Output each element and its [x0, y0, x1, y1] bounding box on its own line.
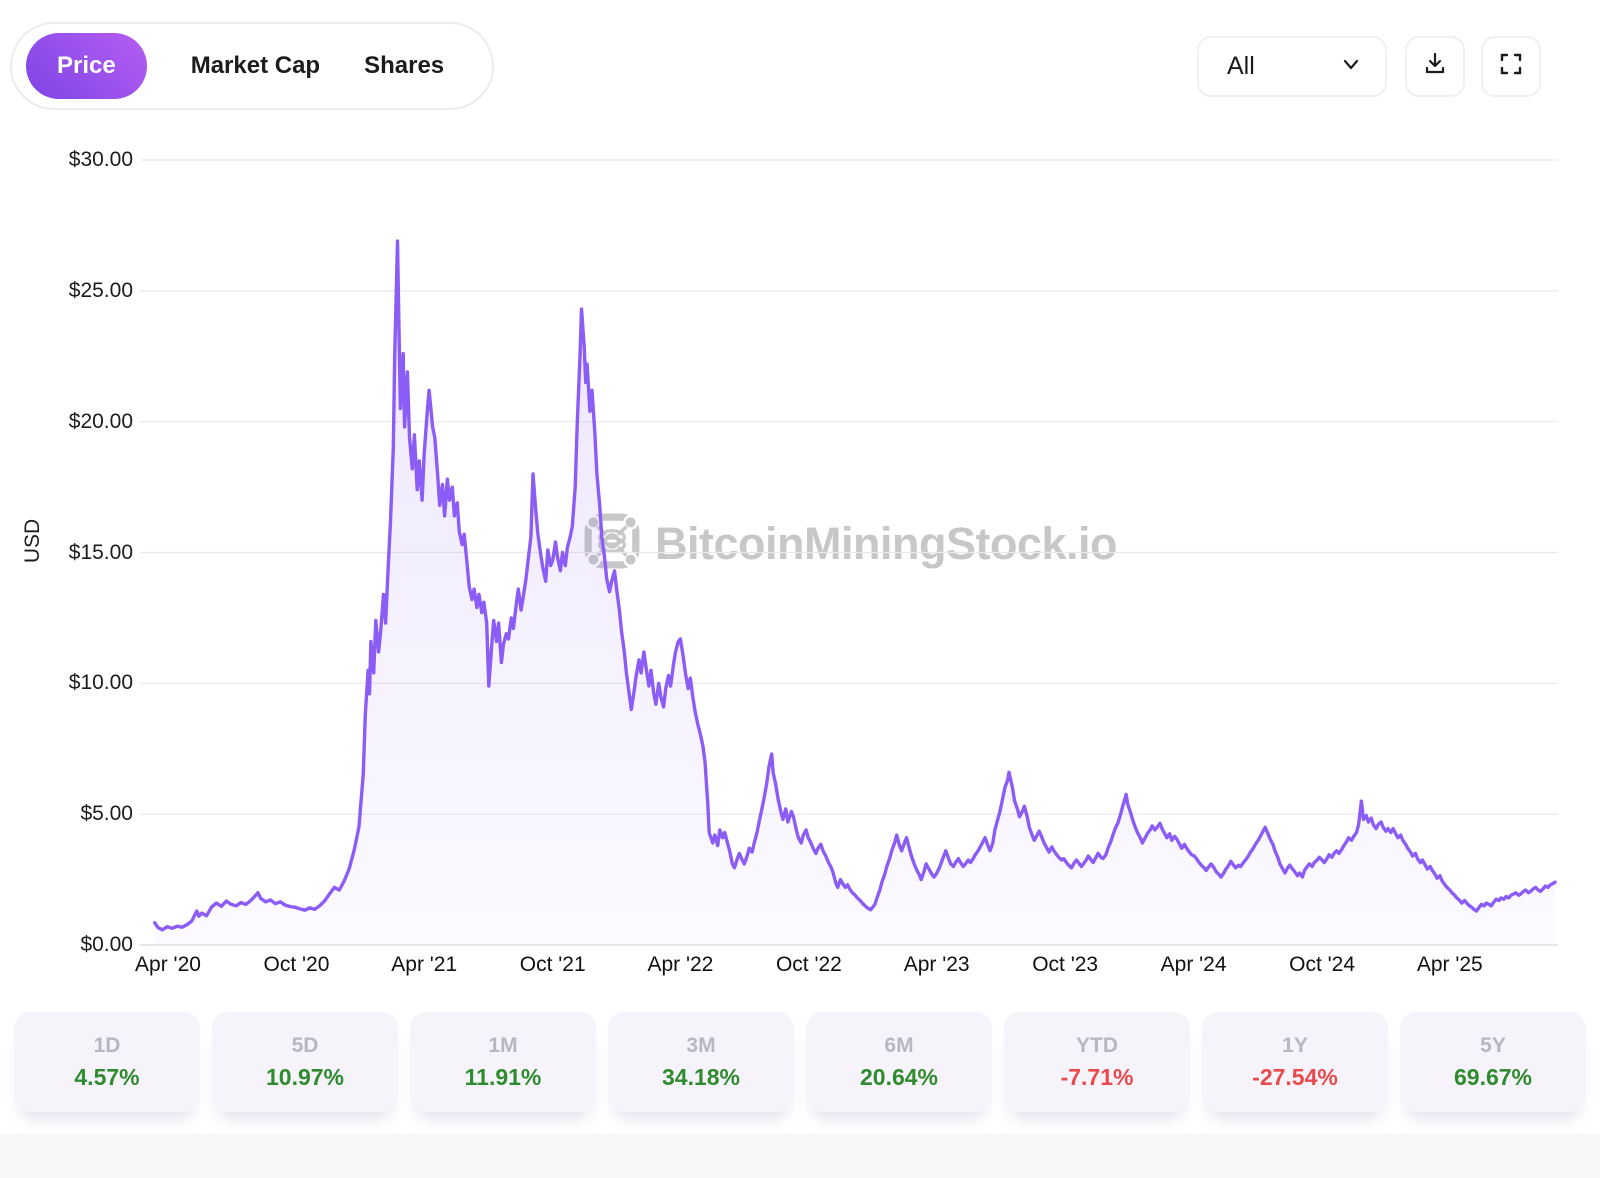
x-axis-label: Apr '21 [391, 953, 458, 976]
stat-value: 10.97% [265, 1063, 344, 1090]
download-button[interactable] [1405, 36, 1465, 97]
x-axis-label: Apr '23 [903, 953, 970, 976]
stat-label: 3M [686, 1033, 716, 1057]
tab-market-cap[interactable]: Market Cap [190, 52, 321, 79]
price-line [153, 239, 1557, 932]
stat-label: 1D [93, 1033, 121, 1057]
fullscreen-icon [1498, 51, 1524, 82]
stat-label: 1Y [1282, 1033, 1308, 1057]
tab-price[interactable]: Price [26, 33, 147, 99]
gridlines [140, 159, 1558, 946]
x-axis-label: Apr '25 [1416, 953, 1483, 976]
stat-value: 69.67% [1453, 1063, 1532, 1090]
x-axis-label: Apr '24 [1160, 953, 1227, 976]
y-axis-label: $0.00 [80, 933, 133, 956]
y-axis-label: $5.00 [80, 802, 133, 826]
performance-stats-row: 1D 4.57% 5D 10.97% 1M 11.91% 3M 34.18% 6… [0, 1012, 1600, 1112]
x-axis-label: Apr '20 [135, 953, 201, 976]
tab-shares[interactable]: Shares [364, 52, 445, 79]
x-axis-label: Apr '22 [647, 953, 714, 976]
stat-value: -27.54% [1252, 1063, 1338, 1090]
stat-value: 4.57% [74, 1063, 140, 1090]
stat-label: YTD [1076, 1033, 1118, 1057]
x-axis-label: Oct '24 [1289, 953, 1355, 976]
stat-value: 34.18% [661, 1063, 740, 1090]
stat-card-1d: 1D 4.57% [14, 1012, 200, 1112]
download-icon [1421, 50, 1449, 83]
fullscreen-button[interactable] [1481, 36, 1541, 97]
stat-card-3m: 3M 34.18% [608, 1012, 794, 1112]
stat-label: 5Y [1480, 1033, 1506, 1057]
stat-label: 6M [884, 1033, 914, 1057]
x-axis-label: Oct '22 [775, 953, 842, 976]
stat-card-ytd: YTD -7.71% [1004, 1012, 1190, 1112]
y-axis-label: $25.00 [68, 278, 133, 302]
tab-price-label: Price [57, 52, 116, 79]
range-dropdown-value: All [1227, 52, 1255, 80]
footer-strip [0, 1134, 1600, 1178]
y-axis-label: $30.00 [68, 148, 133, 171]
stat-value: -7.71% [1060, 1063, 1134, 1090]
chart-metric-tabs: Price Market Cap Shares [10, 22, 495, 110]
y-axis-label: $20.00 [68, 409, 133, 433]
price-area-fill [154, 241, 1556, 946]
stat-value: 20.64% [859, 1063, 938, 1090]
stat-label: 1M [488, 1033, 518, 1057]
x-axis-label: Oct '21 [519, 953, 586, 976]
stat-card-1y: 1Y -27.54% [1202, 1012, 1388, 1112]
stat-card-5d: 5D 10.97% [212, 1012, 398, 1112]
stat-card-5y: 5Y 69.67% [1400, 1012, 1586, 1112]
stat-card-1m: 1M 11.91% [410, 1012, 596, 1112]
stat-label: 5D [291, 1033, 319, 1057]
stat-value: 11.91% [464, 1063, 542, 1090]
x-axis-label: Oct '23 [1032, 953, 1099, 976]
range-dropdown[interactable]: All [1197, 36, 1387, 97]
x-axis-label: Oct '20 [263, 953, 330, 976]
stat-card-6m: 6M 20.64% [806, 1012, 992, 1112]
chevron-down-icon [1339, 52, 1363, 81]
y-axis-label: $10.00 [68, 671, 133, 695]
y-axis-label: $15.00 [68, 540, 133, 564]
